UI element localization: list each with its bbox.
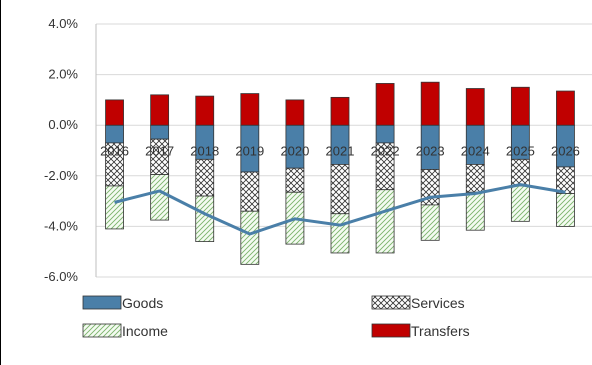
x-tick-label: 2022 <box>371 144 400 159</box>
bar-income <box>556 193 575 227</box>
bar-services <box>510 158 530 187</box>
x-tick-label: 2019 <box>235 144 264 159</box>
y-tick-label: -4.0% <box>44 218 78 233</box>
bar-income <box>375 189 395 254</box>
legend-swatch-income <box>82 323 122 338</box>
legend-label-services: Services <box>411 295 465 311</box>
y-tick-label: -2.0% <box>44 168 78 183</box>
bar-services <box>195 158 215 197</box>
legend-label-income: Income <box>122 323 168 339</box>
bar-transfers <box>556 90 575 126</box>
x-tick-label: 2023 <box>416 144 445 159</box>
legend-label-goods: Goods <box>122 295 163 311</box>
x-tick-label: 2026 <box>551 144 580 159</box>
line-series <box>114 183 566 236</box>
bar-income <box>105 185 124 230</box>
bar-transfers <box>420 81 440 126</box>
bar-transfers <box>105 99 124 126</box>
x-tick-label: 2017 <box>145 144 174 159</box>
x-tick-label: 2025 <box>506 144 535 159</box>
bar-transfers <box>285 99 305 126</box>
bar-income <box>510 185 530 222</box>
bar-services <box>465 164 485 193</box>
y-tick-label: -6.0% <box>44 269 78 284</box>
bar-services <box>240 171 260 212</box>
x-tick-label: 2018 <box>190 144 219 159</box>
x-tick-label: 2024 <box>461 144 490 159</box>
bar-income <box>465 191 485 231</box>
bar-services <box>556 166 575 194</box>
bar-income <box>240 210 260 265</box>
bar-goods <box>150 124 170 140</box>
grid-lines <box>95 23 592 278</box>
bar-services <box>330 164 350 215</box>
y-axis-ticks: 4.0% 2.0% 0.0% -2.0% -4.0% -6.0% <box>44 16 78 284</box>
legend-swatch-goods <box>82 295 122 310</box>
bar-income <box>150 174 170 221</box>
bar-goods <box>105 124 124 144</box>
bar-income <box>420 204 440 241</box>
bar-transfers <box>150 94 170 126</box>
x-axis-ticks: 2016 2017 2018 2019 2020 2021 2022 2023 2024 2025… <box>100 144 580 159</box>
bar-transfers <box>510 86 530 126</box>
bar-transfers <box>330 96 350 126</box>
x-tick-label: 2020 <box>280 144 309 159</box>
bar-income <box>330 213 350 254</box>
bar-transfers <box>240 93 260 126</box>
bar-transfers <box>465 88 485 126</box>
bar-services <box>285 167 305 193</box>
legend-swatch-transfers <box>371 323 411 338</box>
bar-goods <box>375 124 395 144</box>
y-tick-label: 2.0% <box>48 67 78 82</box>
bars <box>105 81 575 265</box>
y-tick-label: 0.0% <box>48 117 78 132</box>
x-tick-label: 2021 <box>326 144 355 159</box>
series-line <box>114 183 566 236</box>
legend-label-transfers: Transfers <box>411 323 470 339</box>
x-tick-label: 2016 <box>100 144 129 159</box>
bar-transfers <box>375 83 395 126</box>
bar-income <box>195 195 215 242</box>
legend-swatch-services <box>371 295 411 310</box>
bar-transfers <box>195 95 215 126</box>
y-tick-label: 4.0% <box>48 16 78 31</box>
legend: Goods Services Income Transfers <box>82 295 470 339</box>
